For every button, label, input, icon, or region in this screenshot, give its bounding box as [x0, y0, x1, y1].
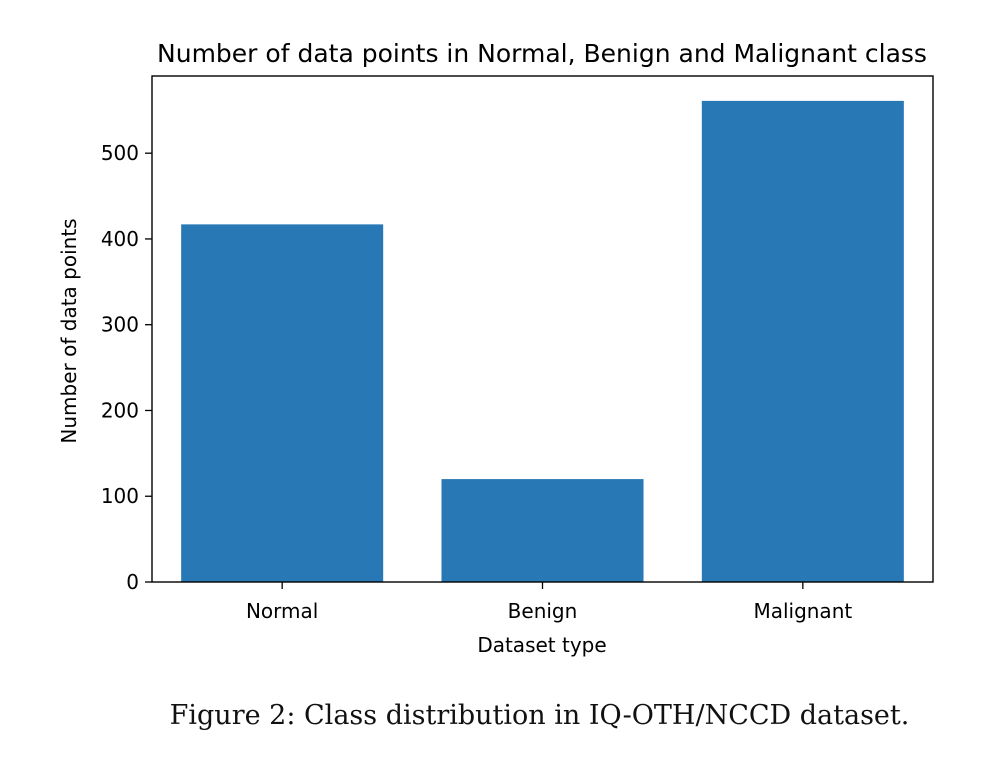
x-tick-label: Malignant: [753, 599, 852, 623]
x-axis-label: Dataset type: [477, 633, 606, 657]
x-axis: Normal Benign Malignant: [246, 582, 852, 623]
bar-malignant: [701, 100, 904, 582]
x-tick-label: Normal: [246, 599, 318, 623]
bar-normal: [181, 224, 384, 582]
x-tick-label: Benign: [508, 599, 578, 623]
y-tick-label: 0: [126, 570, 139, 594]
y-tick-label: 200: [101, 398, 139, 422]
y-tick-label: 300: [101, 313, 139, 337]
y-axis: 0 100 200 300 400 500: [101, 141, 152, 594]
chart-title: Number of data points in Normal, Benign …: [157, 39, 927, 68]
bar-chart: Number of data points in Normal, Benign …: [57, 39, 934, 657]
y-axis-label: Number of data points: [57, 218, 81, 443]
y-tick-label: 400: [101, 227, 139, 251]
bars-group: [181, 100, 904, 582]
figure-caption: Figure 2: Class distribution in IQ-OTH/N…: [169, 700, 910, 731]
y-tick-label: 100: [101, 484, 139, 508]
bar-benign: [441, 479, 644, 582]
y-tick-label: 500: [101, 141, 139, 165]
